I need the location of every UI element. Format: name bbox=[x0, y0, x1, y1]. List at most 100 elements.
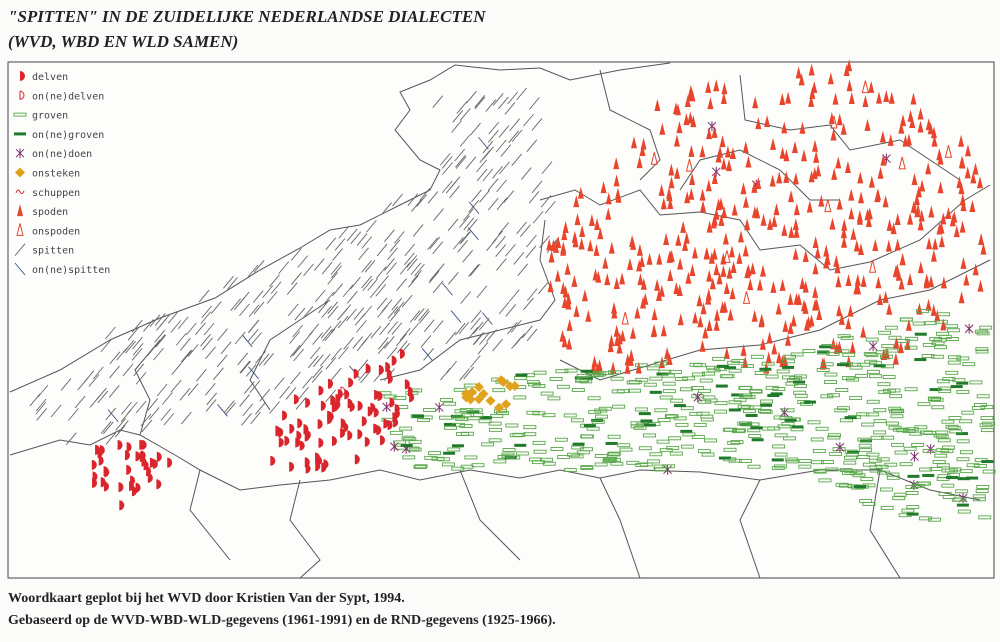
spitten-symbol bbox=[350, 276, 361, 290]
groven-symbol bbox=[478, 419, 492, 424]
groven-symbol bbox=[748, 405, 762, 410]
groven-symbol bbox=[554, 437, 568, 442]
spoden-symbol bbox=[631, 136, 638, 149]
onsteken-symbol bbox=[465, 394, 476, 405]
groven-symbol bbox=[576, 450, 590, 455]
groven-symbol bbox=[617, 443, 631, 448]
ondoen-symbol bbox=[868, 341, 878, 352]
groven-symbol bbox=[956, 439, 970, 444]
spoden-symbol bbox=[812, 262, 819, 275]
spoden-symbol bbox=[660, 324, 667, 337]
groven-symbol bbox=[739, 421, 753, 426]
spoden-symbol bbox=[561, 228, 568, 241]
spoden-symbol bbox=[745, 155, 752, 168]
spoden-symbol bbox=[836, 304, 843, 317]
spitten-symbol bbox=[237, 352, 249, 366]
spoden-symbol bbox=[843, 63, 850, 76]
groven-symbol bbox=[549, 377, 563, 381]
groven-symbol bbox=[698, 388, 711, 393]
groven-symbol bbox=[714, 409, 727, 414]
spitten-symbol bbox=[452, 110, 464, 123]
groven-symbol bbox=[855, 373, 869, 378]
delven-symbol bbox=[365, 363, 371, 374]
spitten-symbol bbox=[470, 317, 481, 330]
caption-line: Woordkaart geplot bij het WVD door Krist… bbox=[8, 591, 405, 606]
groven-symbol bbox=[772, 386, 786, 391]
spitten-symbol bbox=[526, 288, 538, 301]
spitten-symbol bbox=[505, 243, 516, 257]
ondoen-symbol bbox=[693, 392, 703, 403]
spoden-symbol bbox=[832, 92, 839, 105]
spitten-symbol bbox=[476, 285, 488, 299]
spoden-symbol bbox=[742, 244, 749, 257]
spoden-symbol bbox=[930, 249, 937, 262]
groven-symbol bbox=[975, 347, 989, 352]
spoden-symbol bbox=[571, 274, 578, 287]
spitten-symbol bbox=[513, 252, 525, 265]
spoden-symbol bbox=[959, 193, 966, 206]
groven-symbol bbox=[928, 396, 942, 401]
spitten-symbol bbox=[498, 222, 509, 235]
groven-symbol bbox=[604, 457, 618, 461]
spitten-symbol bbox=[423, 347, 434, 361]
groven-symbol bbox=[857, 362, 871, 367]
spoden-symbol bbox=[742, 141, 749, 154]
spitten-symbol bbox=[331, 347, 342, 361]
groven-symbol bbox=[488, 438, 502, 443]
spitten-symbol bbox=[342, 284, 354, 298]
groven-symbol bbox=[826, 393, 840, 398]
spoden-symbol bbox=[829, 217, 836, 230]
spoden-symbol bbox=[713, 207, 720, 220]
spoden-symbol bbox=[579, 224, 586, 237]
spoden-symbol bbox=[802, 249, 809, 262]
groven-symbol bbox=[635, 377, 649, 382]
spitten-symbol bbox=[263, 353, 274, 366]
spitten-symbol bbox=[376, 297, 388, 311]
spitten-symbol bbox=[459, 108, 471, 121]
spoden-symbol bbox=[793, 292, 800, 305]
delven-symbol bbox=[318, 385, 324, 396]
onsteken-symbol bbox=[505, 381, 516, 392]
spoden-symbol bbox=[564, 262, 571, 275]
spitten-symbol bbox=[223, 276, 234, 289]
spitten-symbol bbox=[419, 188, 431, 201]
groven-symbol bbox=[635, 463, 649, 467]
spoden-symbol bbox=[715, 150, 722, 163]
spitten-symbol bbox=[200, 333, 211, 347]
delven-symbol bbox=[320, 400, 326, 411]
groven-symbol bbox=[515, 451, 529, 456]
spoden-symbol bbox=[688, 144, 695, 157]
spoden-symbol bbox=[910, 92, 917, 105]
groven-symbol bbox=[870, 435, 884, 440]
spitten-symbol bbox=[297, 255, 309, 268]
spoden-symbol bbox=[668, 176, 675, 189]
spitten-symbol bbox=[523, 113, 534, 127]
spoden-symbol bbox=[787, 321, 794, 334]
groven-symbol bbox=[594, 462, 608, 467]
ongroven-symbol bbox=[817, 350, 830, 354]
spoden-symbol bbox=[811, 80, 818, 93]
spoden-symbol bbox=[716, 272, 723, 285]
spoden-symbol bbox=[806, 200, 813, 213]
groven-symbol bbox=[733, 428, 746, 433]
groven-symbol bbox=[505, 423, 519, 428]
spitten-symbol bbox=[507, 91, 519, 105]
spoden-symbol bbox=[730, 260, 737, 273]
spoden-symbol bbox=[815, 164, 822, 177]
spitten-symbol bbox=[201, 305, 213, 319]
groven-symbol bbox=[947, 328, 961, 333]
spoden-symbol bbox=[866, 207, 873, 220]
spoden-symbol bbox=[930, 126, 937, 139]
spoden-symbol bbox=[751, 309, 758, 322]
ongroven-symbol bbox=[784, 418, 797, 422]
map-frame bbox=[7, 61, 995, 579]
groven-symbol bbox=[835, 388, 849, 392]
delven-symbol bbox=[20, 71, 25, 81]
ondoen-symbol bbox=[663, 464, 672, 475]
groven-symbol bbox=[737, 404, 751, 409]
groven-symbol bbox=[598, 406, 612, 411]
groven-symbol bbox=[654, 361, 668, 366]
spitten-symbol bbox=[511, 153, 523, 167]
groven-symbol bbox=[774, 433, 788, 438]
groven-symbol bbox=[689, 362, 703, 367]
